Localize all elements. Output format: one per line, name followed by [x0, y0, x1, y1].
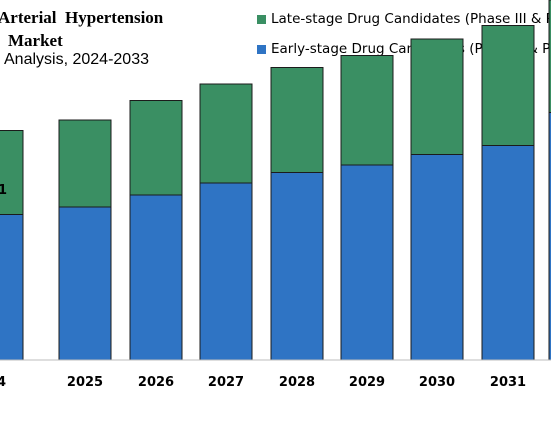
- x-tick-label-2026: 2026: [138, 375, 174, 390]
- bar-early-2027: [199, 182, 253, 361]
- x-tick-label-2025: 2025: [67, 375, 103, 390]
- legend-label-late-stage: Late-stage Drug Candidates (Phase III & …: [271, 11, 551, 27]
- x-tick-label-2028: 2028: [279, 375, 315, 390]
- bar-late-2031: [481, 25, 535, 146]
- bar-late-2026: [129, 100, 183, 196]
- title-line-2: Market: [8, 31, 63, 50]
- bar-early-2025: [58, 206, 112, 361]
- legend-item-late-stage: Late-stage Drug Candidates (Phase III & …: [257, 11, 551, 27]
- x-tick-label-2027: 2027: [208, 375, 244, 390]
- chart-subtitle: Analysis, 2024-2033: [4, 51, 149, 68]
- x-tick-label-2030: 2030: [419, 375, 455, 390]
- chart-title: Arterial Hypertension Market: [0, 6, 163, 52]
- bar-late-2032: [548, 0, 551, 113]
- bar-early-2028: [270, 172, 324, 361]
- data-label: 1: [0, 183, 7, 198]
- legend-swatch-late-stage: [257, 14, 266, 24]
- bar-late-2030: [410, 38, 464, 155]
- x-tick-label-2024: 24: [0, 375, 6, 390]
- bar-early-2026: [129, 194, 183, 361]
- bar-early-2030: [410, 154, 464, 361]
- bar-early-2032: [548, 112, 551, 361]
- x-tick-labels: 2420252026202720282029203020312: [0, 375, 526, 390]
- bar-late-2024: [0, 130, 24, 215]
- bars-group: [0, 0, 551, 361]
- legend-swatch-early-stage: [257, 44, 266, 54]
- x-tick-label-2029: 2029: [349, 375, 385, 390]
- bar-late-2028: [270, 67, 324, 173]
- bar-early-2031: [481, 145, 535, 361]
- bar-late-2027: [199, 83, 253, 184]
- bar-late-2025: [58, 119, 112, 208]
- bar-late-2029: [340, 55, 394, 166]
- bar-early-2024: [0, 214, 24, 361]
- x-tick-label-2031: 2031: [490, 375, 526, 390]
- title-line-1: Arterial Hypertension: [0, 8, 164, 27]
- bar-early-2029: [340, 164, 394, 361]
